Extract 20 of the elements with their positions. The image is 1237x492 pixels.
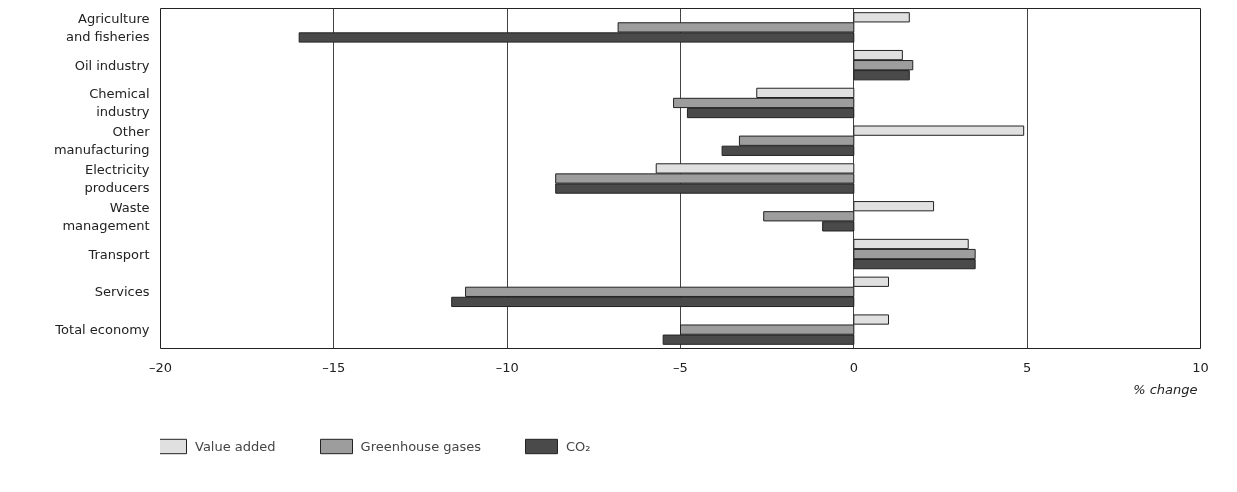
x-tick-label: 5	[1023, 359, 1032, 375]
y-tick-label: Transport	[87, 246, 150, 262]
legend-label: Value added	[195, 438, 276, 454]
x-tick-label: –15	[322, 359, 346, 375]
x-axis-title: % change	[1133, 381, 1198, 397]
y-tick-label: Waste management	[62, 199, 150, 233]
y-tick-label: Electricity producers	[84, 162, 150, 195]
y-tick-label: Other manufacturing	[53, 124, 151, 158]
x-tick-label: 0	[849, 359, 858, 375]
x-tick-label: –5	[673, 359, 688, 375]
y-tick-label: Total economy	[54, 322, 150, 338]
legend-label: CO₂	[566, 438, 591, 454]
x-tick-label: –10	[495, 359, 519, 375]
y-tick-label: Services	[94, 284, 150, 300]
y-tick-label: Agriculture and fisheries	[65, 10, 150, 44]
y-tick-label: Oil industry	[74, 57, 150, 73]
y-tick-label: Chemical industry	[89, 86, 150, 120]
legend-label: Greenhouse gases	[360, 438, 482, 454]
x-tick-label: –20	[148, 359, 173, 375]
x-tick-label: 10	[1192, 359, 1209, 375]
